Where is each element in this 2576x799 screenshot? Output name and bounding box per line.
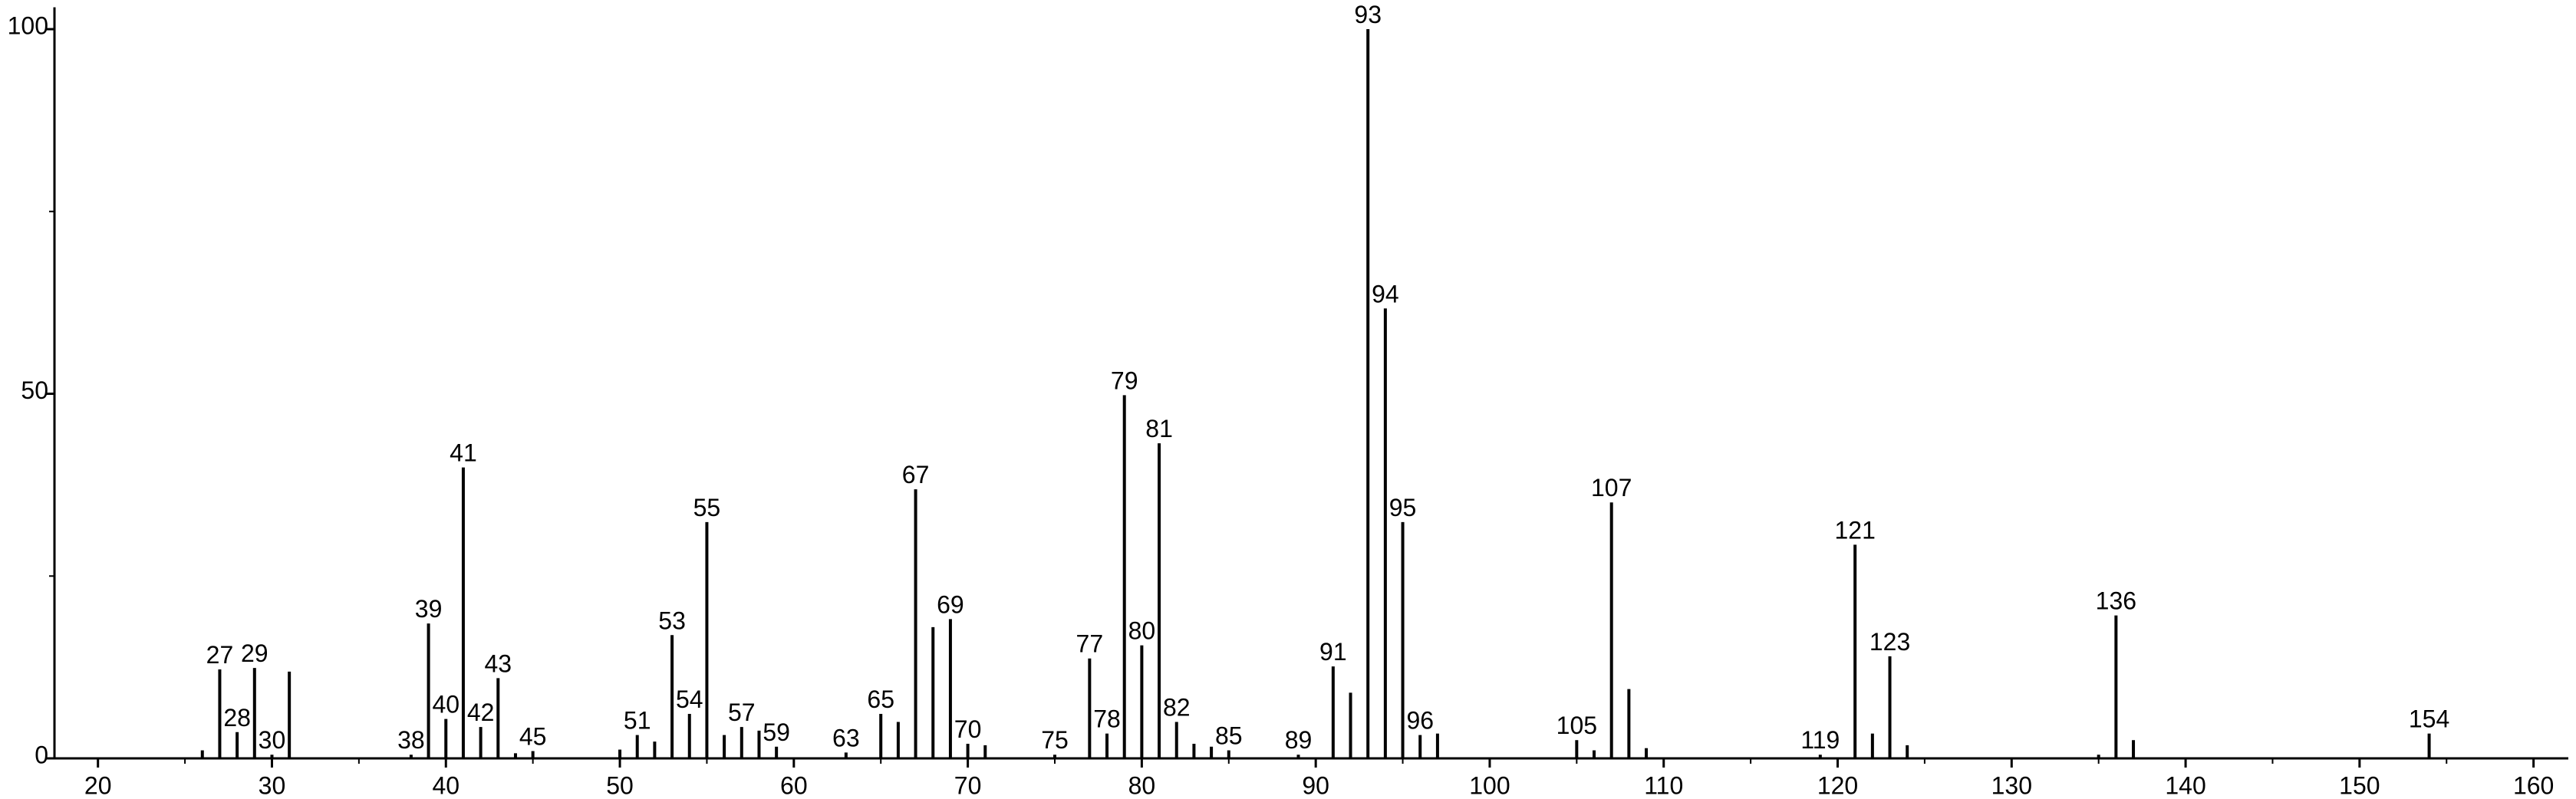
x-tick-label: 150 <box>2339 771 2380 799</box>
x-tick-label: 40 <box>432 771 460 799</box>
peak-label: 79 <box>1111 367 1138 394</box>
peak-label: 119 <box>1800 726 1840 754</box>
peak-label: 43 <box>484 649 512 677</box>
peak-label: 91 <box>1319 638 1347 666</box>
peak-label: 40 <box>432 691 460 718</box>
peak-label: 38 <box>397 726 425 754</box>
peak-label: 45 <box>519 722 547 750</box>
peak-label: 59 <box>763 718 790 746</box>
peak-label: 69 <box>937 590 964 618</box>
x-tick-label: 70 <box>954 771 982 799</box>
peak-label: 63 <box>832 724 860 751</box>
peak-label: 121 <box>1834 516 1875 544</box>
x-tick-label: 20 <box>84 771 112 799</box>
peak-label: 53 <box>658 607 686 634</box>
peak-label: 94 <box>1372 280 1399 307</box>
peak-label: 105 <box>1556 712 1597 739</box>
x-tick-label: 30 <box>259 771 286 799</box>
peak-label: 81 <box>1145 415 1173 442</box>
x-tick-label: 90 <box>1302 771 1329 799</box>
peak-label: 28 <box>223 704 251 732</box>
y-tick-label: 0 <box>35 741 48 768</box>
x-tick-label: 60 <box>780 771 808 799</box>
x-tick-label: 110 <box>1644 771 1683 799</box>
x-tick-label: 50 <box>606 771 634 799</box>
peak-label: 78 <box>1093 705 1121 733</box>
peak-label: 57 <box>728 699 756 726</box>
x-tick-label: 130 <box>1991 771 2032 799</box>
peak-label: 96 <box>1406 707 1434 735</box>
x-tick-label: 100 <box>1469 771 1510 799</box>
peak-label: 80 <box>1128 617 1156 645</box>
peak-label: 65 <box>867 686 894 713</box>
peak-label: 30 <box>259 726 286 754</box>
peak-label: 107 <box>1591 474 1632 501</box>
y-tick-label: 50 <box>21 376 48 404</box>
peak-label: 42 <box>467 699 495 726</box>
peak-label: 89 <box>1285 726 1313 754</box>
peak-label: 123 <box>1869 628 1910 656</box>
peak-label: 93 <box>1354 1 1382 28</box>
peak-label: 77 <box>1076 630 1104 658</box>
peak-label: 67 <box>902 461 930 488</box>
peak-label: 95 <box>1389 494 1417 521</box>
x-tick-label: 120 <box>1817 771 1858 799</box>
peak-label: 154 <box>2409 705 2449 733</box>
peak-label: 75 <box>1041 726 1069 754</box>
peak-label: 85 <box>1215 722 1243 750</box>
peak-label: 51 <box>624 707 651 735</box>
y-tick-label: 100 <box>8 12 48 39</box>
x-tick-label: 160 <box>2513 771 2554 799</box>
peak-label: 39 <box>415 595 443 623</box>
peak-label: 41 <box>450 439 477 467</box>
peak-label: 27 <box>206 641 234 669</box>
x-tick-label: 80 <box>1128 771 1156 799</box>
x-tick-label: 140 <box>2165 771 2205 799</box>
peak-label: 55 <box>693 494 721 521</box>
peak-label: 70 <box>954 715 982 743</box>
peak-label: 29 <box>241 640 268 667</box>
peak-label: 136 <box>2096 587 2136 615</box>
peak-label: 54 <box>676 686 703 713</box>
peak-label: 82 <box>1163 693 1191 721</box>
